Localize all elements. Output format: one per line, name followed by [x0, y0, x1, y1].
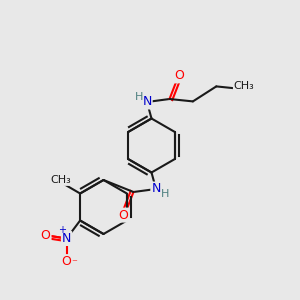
Text: +: + — [58, 225, 66, 235]
Text: CH₃: CH₃ — [50, 175, 71, 185]
Text: N: N — [142, 95, 152, 109]
Text: O: O — [62, 255, 72, 268]
Text: ⁻: ⁻ — [71, 259, 77, 269]
Text: N: N — [151, 182, 161, 196]
Text: N: N — [62, 232, 71, 245]
Text: H: H — [161, 189, 169, 200]
Text: O: O — [175, 69, 184, 82]
Text: H: H — [134, 92, 143, 103]
Text: CH₃: CH₃ — [234, 81, 255, 91]
Text: O: O — [119, 208, 128, 222]
Text: O: O — [41, 229, 51, 242]
